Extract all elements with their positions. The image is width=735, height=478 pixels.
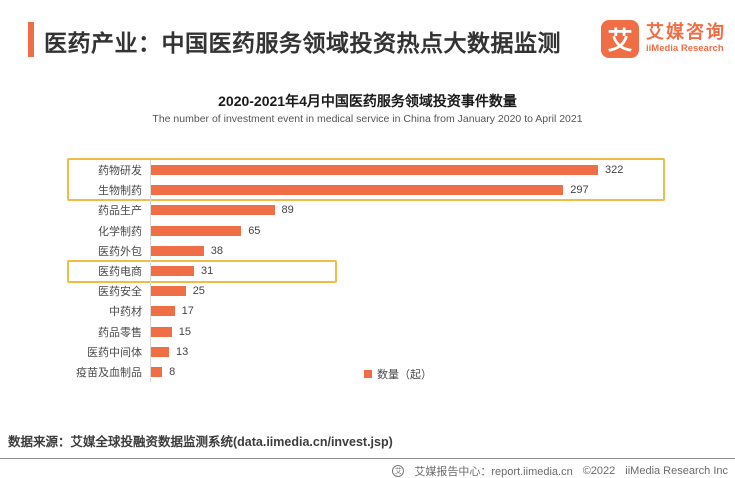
category-label: 疫苗及血制品 [76,366,142,379]
bar-row: 药品零售 15 [0,321,735,342]
iimedia-logo: 艾 艾媒咨询 iiMedia Research [601,20,726,58]
header-accent-bar [28,22,34,57]
bar [151,245,204,256]
legend-label: 数量（起） [377,369,432,381]
iimedia-logo-text: 艾媒咨询 iiMedia Research [646,22,726,55]
logo-name-en: iiMedia Research [646,43,724,55]
chart-legend: 数量（起） [364,366,432,382]
category-label: 生物制药 [98,185,142,198]
category-label: 药品零售 [98,326,142,339]
category-label: 医药中间体 [87,346,142,359]
bar-track: 25 [150,281,735,302]
footer-report-center: 艾媒报告中心：report.iimedia.cn [414,466,573,478]
bar-row: 医药安全 25 [0,281,735,302]
value-label: 89 [281,204,294,217]
bar-track: 65 [150,220,735,241]
bar-track: 322 [150,160,735,181]
bar-row: 疫苗及血制品 8 [0,361,735,383]
bar [151,185,564,196]
bar-row: 医药外包 38 [0,240,735,261]
bar-row: 中药材 17 [0,301,735,322]
value-label: 38 [210,244,224,257]
legend-marker-icon [364,370,372,378]
bar-row: 生物制药 297 [0,180,735,201]
bar [151,165,598,176]
bar-track: 13 [150,341,735,362]
value-label: 322 [605,164,624,177]
bar-track: 15 [150,321,735,342]
page-title: 医药产业：中国医药服务领域投资热点大数据监测 [44,30,561,56]
value-label: 17 [181,305,194,318]
value-label: 297 [570,184,589,197]
footer-company: iiMedia Research Inc [625,465,728,477]
bar-track: 8 [150,361,735,383]
category-label: 化学制药 [98,225,142,238]
value-label: 65 [248,224,261,237]
bar [151,286,186,297]
chart-subtitle: The number of investment event in medica… [152,113,583,125]
value-label: 31 [201,265,214,278]
bar [151,266,194,277]
category-label: 药品生产 [98,205,142,218]
category-label: 医药安全 [98,286,142,299]
bar-row: 药品生产 89 [0,200,735,221]
footer-copyright: ©2022 [582,465,616,477]
logo-name-cn: 艾媒咨询 [646,22,726,43]
category-label: 中药材 [109,306,142,319]
bar [151,326,172,337]
footer-divider [0,458,735,459]
bar [151,346,169,357]
category-label: 药物研发 [98,165,142,178]
iimedia-logo-icon: 艾 [601,20,639,58]
bar-chart: 数量（起） 药物研发 322 生物制药 297 药品生产 89 化学制药 65 医药外包 38 医药… [0,158,735,383]
page-footer: 艾 艾媒报告中心：report.iimedia.cn ©2022 iiMedia… [392,463,728,478]
bar-track: 17 [150,301,735,322]
bar-track: 297 [150,180,735,201]
category-label: 医药外包 [98,245,142,258]
value-label: 15 [178,325,192,338]
bar-track: 31 [150,260,735,282]
bar-row: 药物研发 322 [0,160,735,181]
category-label: 医药电商 [98,266,142,279]
bar-row: 医药电商 31 [0,260,735,282]
value-label: 25 [192,285,205,298]
bar [151,205,275,216]
iimedia-badge-icon: 艾 [392,465,405,477]
bar [151,366,163,377]
bar [151,306,175,317]
bar-track: 89 [150,200,735,221]
data-source-note: 数据来源：艾媒全球投融资数据监测系统(data.iimedia.cn/inves… [8,435,393,449]
bar-track: 38 [150,240,735,261]
bar-row: 医药中间体 13 [0,341,735,362]
value-label: 8 [169,365,176,378]
bar [151,225,242,236]
bar-row: 化学制药 65 [0,220,735,241]
value-label: 13 [176,345,189,358]
chart-title: 2020-2021年4月中国医药服务领域投资事件数量 [218,93,517,109]
